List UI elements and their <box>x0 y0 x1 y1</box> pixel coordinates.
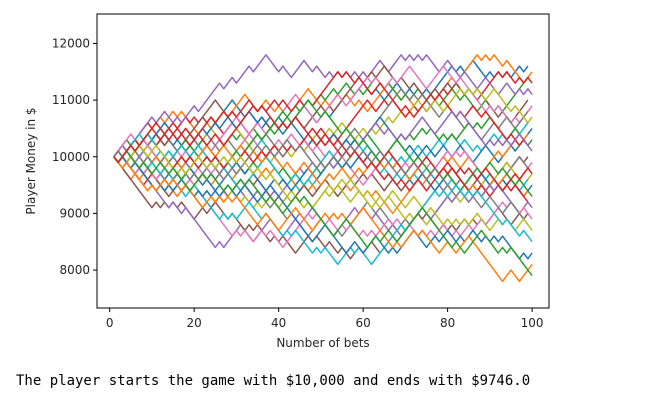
series-line <box>113 54 533 158</box>
series-line <box>113 99 533 197</box>
x-tick-label: 100 <box>521 316 544 330</box>
y-tick-label: 9000 <box>59 206 90 220</box>
series-line <box>113 156 533 283</box>
y-tick-label: 8000 <box>59 263 90 277</box>
series-line <box>113 156 533 266</box>
y-axis-ticks: 8000 9000 10000 11000 12000 <box>52 36 97 277</box>
series-line <box>113 122 529 192</box>
series-line <box>113 105 533 192</box>
series-line <box>113 150 533 277</box>
line-chart: 0 20 40 60 80 100 8000 9000 10000 11000 12000 Num… <box>24 13 550 350</box>
series-lines <box>113 54 533 283</box>
y-axis-label: Player Money in $ <box>24 107 38 214</box>
output-text: The player starts the game with $10,000 … <box>16 373 531 389</box>
x-axis-ticks: 0 20 40 60 80 100 <box>106 308 544 330</box>
x-tick-label: 60 <box>355 316 370 330</box>
y-tick-label: 10000 <box>52 150 90 164</box>
plot-frame <box>96 13 550 309</box>
x-axis-label: Number of bets <box>276 336 369 350</box>
x-tick-label: 40 <box>271 316 286 330</box>
y-tick-label: 11000 <box>52 93 90 107</box>
series-line <box>113 65 529 158</box>
x-tick-label: 80 <box>440 316 455 330</box>
x-tick-label: 0 <box>106 316 114 330</box>
series-line <box>113 144 533 232</box>
series-line <box>113 133 529 203</box>
x-tick-label: 20 <box>187 316 202 330</box>
y-tick-label: 12000 <box>52 36 90 50</box>
